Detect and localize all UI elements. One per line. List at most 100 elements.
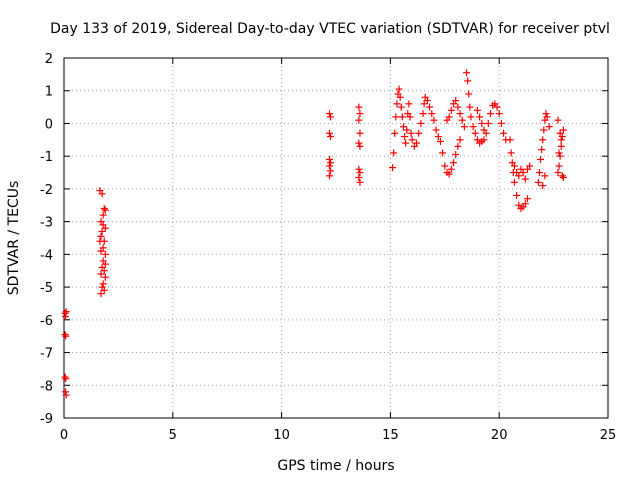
- y-tick-label: -3: [40, 216, 53, 231]
- x-tick-label: 15: [382, 428, 399, 443]
- data-point: [434, 133, 442, 141]
- data-point: [419, 110, 427, 118]
- data-point: [539, 136, 547, 144]
- y-tick-label: -9: [40, 412, 53, 427]
- data-point: [356, 110, 364, 118]
- data-point: [559, 126, 567, 134]
- data-point: [557, 136, 565, 144]
- data-point: [356, 169, 364, 177]
- data-point: [355, 165, 363, 173]
- data-point: [480, 136, 488, 144]
- data-point: [355, 103, 363, 111]
- data-point: [413, 139, 421, 147]
- data-point: [458, 116, 466, 124]
- data-point: [460, 123, 468, 131]
- data-point: [97, 290, 105, 298]
- data-point: [396, 93, 404, 101]
- x-tick-label: 25: [600, 428, 617, 443]
- data-point: [355, 116, 363, 124]
- data-point: [521, 175, 529, 183]
- data-point: [543, 113, 551, 121]
- data-point: [495, 110, 503, 118]
- data-point: [96, 237, 104, 245]
- data-point: [538, 146, 546, 154]
- data-point: [392, 113, 400, 121]
- data-point: [325, 155, 333, 163]
- grid-lines: [64, 58, 608, 418]
- data-point: [407, 129, 415, 137]
- data-point: [464, 77, 472, 85]
- data-point: [456, 110, 464, 118]
- data-point: [415, 129, 423, 137]
- data-point: [441, 162, 449, 170]
- y-tick-label: -1: [40, 150, 53, 165]
- data-point: [506, 136, 514, 144]
- data-point: [62, 391, 70, 399]
- y-tick-label: -6: [40, 314, 53, 329]
- data-point: [62, 313, 70, 321]
- data-point: [100, 286, 108, 294]
- y-tick-label: 2: [45, 52, 53, 67]
- plot-frame: [63, 57, 609, 419]
- data-point: [401, 133, 409, 141]
- data-point: [327, 167, 335, 175]
- data-point: [526, 162, 534, 170]
- data-point: [539, 182, 547, 190]
- data-point: [408, 136, 416, 144]
- data-point: [355, 139, 363, 147]
- data-point: [454, 142, 462, 150]
- data-points: [61, 69, 567, 399]
- y-tick-label: -4: [40, 248, 53, 263]
- data-point: [100, 205, 108, 213]
- data-point: [430, 116, 438, 124]
- data-point: [467, 113, 475, 121]
- data-point: [535, 169, 543, 177]
- data-point: [521, 200, 529, 208]
- data-point: [325, 172, 333, 180]
- data-point: [62, 388, 70, 396]
- data-point: [327, 159, 335, 167]
- data-point: [405, 100, 413, 108]
- data-point: [478, 119, 486, 127]
- x-tick-label: 20: [491, 428, 508, 443]
- data-point: [452, 97, 460, 105]
- data-point: [510, 162, 518, 170]
- data-point: [99, 211, 107, 219]
- data-point: [406, 113, 414, 121]
- data-point: [559, 173, 567, 181]
- data-point: [97, 232, 105, 240]
- y-tick-label: -8: [40, 379, 53, 394]
- data-point: [325, 162, 333, 170]
- data-point: [97, 247, 105, 255]
- data-point: [428, 110, 436, 118]
- data-point: [555, 162, 563, 170]
- chart-title: Day 133 of 2019, Sidereal Day-to-day VTE…: [50, 21, 610, 37]
- data-point: [327, 113, 335, 121]
- data-point: [534, 178, 542, 186]
- y-axis-label: SDTVAR / TECUs: [6, 181, 22, 296]
- data-point: [355, 173, 363, 181]
- data-point: [510, 178, 518, 186]
- data-point: [476, 113, 484, 121]
- data-point: [554, 169, 562, 177]
- data-point: [356, 142, 364, 150]
- data-point: [542, 110, 550, 118]
- x-tick-label: 5: [169, 428, 177, 443]
- data-point: [452, 151, 460, 159]
- x-axis-label: GPS time / hours: [277, 458, 394, 474]
- x-tick-label: 0: [60, 428, 68, 443]
- x-tick-label: 10: [273, 428, 290, 443]
- data-point: [101, 250, 109, 258]
- data-point: [62, 375, 70, 383]
- data-point: [480, 126, 488, 134]
- data-point: [471, 129, 479, 137]
- data-point: [558, 172, 566, 180]
- data-point: [356, 178, 364, 186]
- data-point: [519, 169, 527, 177]
- data-point: [541, 172, 549, 180]
- data-point: [436, 137, 444, 145]
- data-point: [445, 113, 453, 121]
- data-point: [391, 129, 399, 137]
- data-point: [403, 126, 411, 134]
- data-point: [515, 172, 523, 180]
